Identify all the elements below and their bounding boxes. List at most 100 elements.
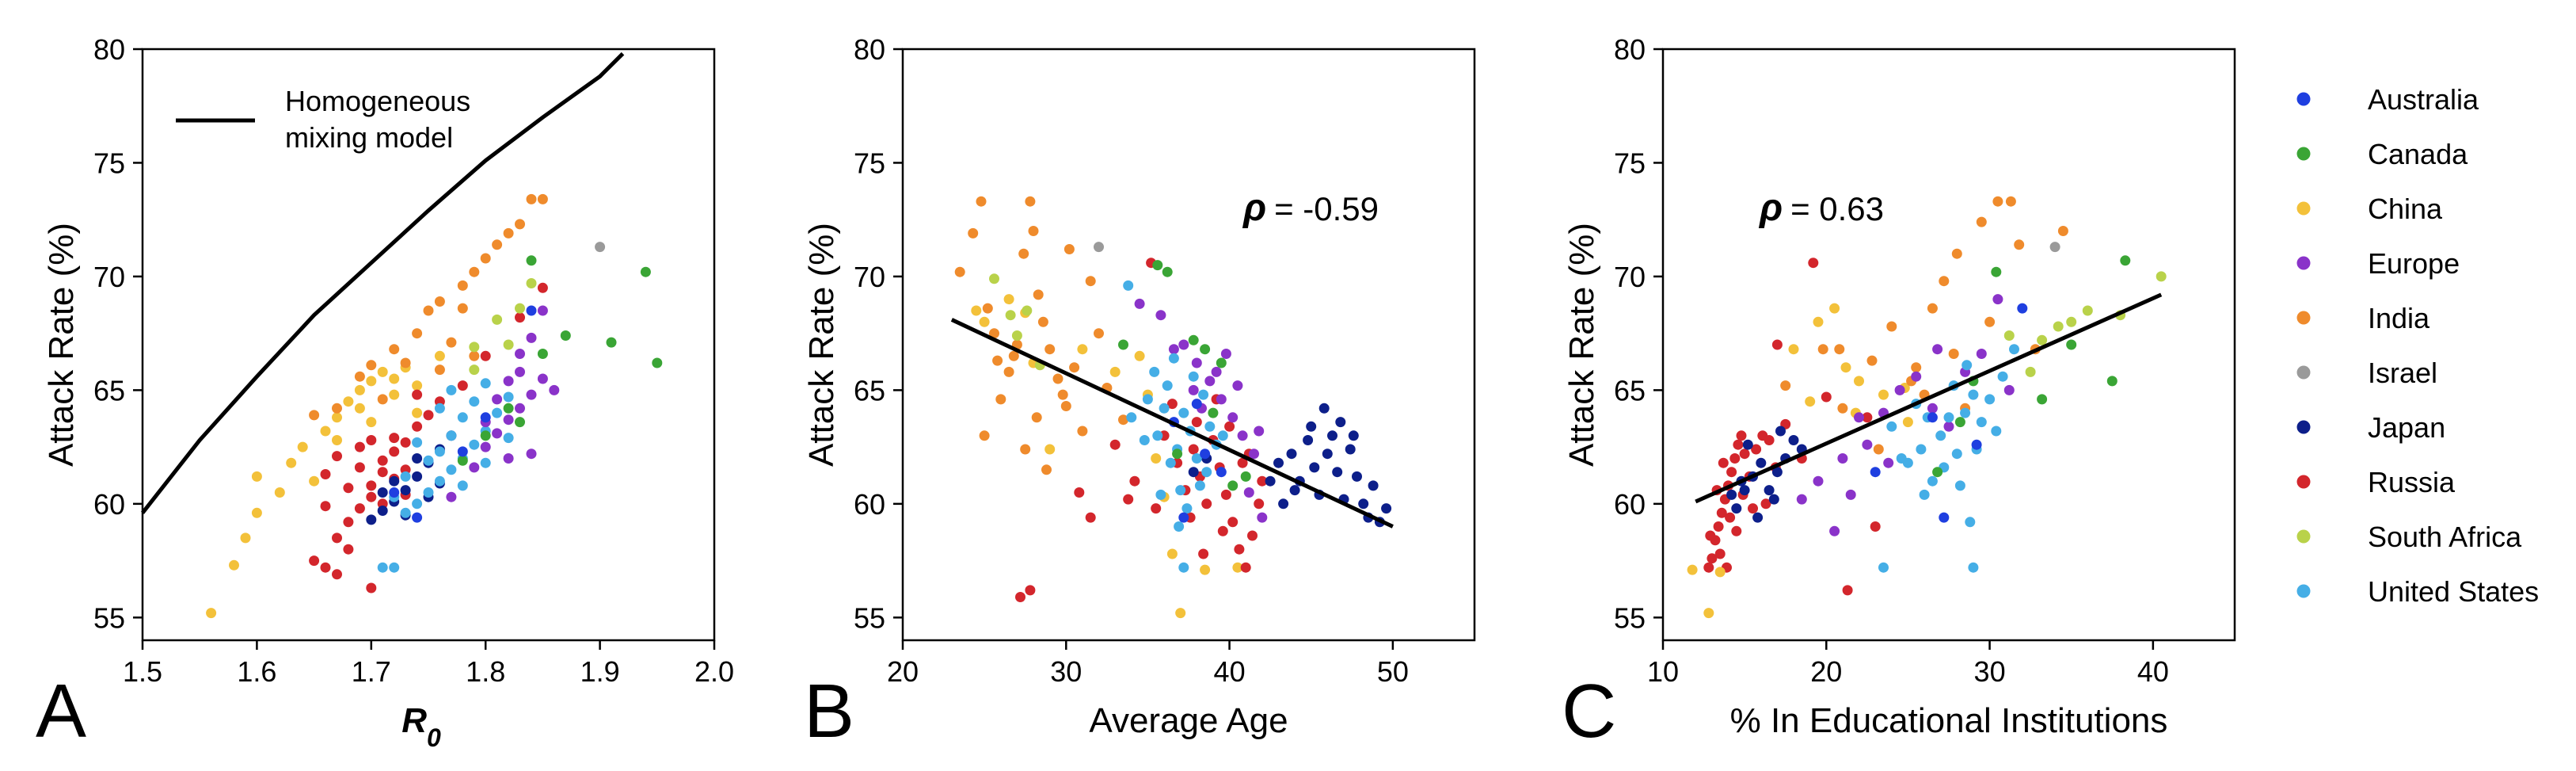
point-russia xyxy=(343,517,354,528)
point-china xyxy=(412,380,423,391)
point-russia xyxy=(1736,430,1747,441)
point-china xyxy=(251,471,262,482)
point-japan xyxy=(1348,430,1359,441)
point-united-states xyxy=(1139,435,1150,445)
point-china xyxy=(286,457,297,468)
point-china xyxy=(366,417,377,428)
point-south-africa xyxy=(2037,334,2048,345)
point-japan xyxy=(1309,462,1320,473)
point-united-states xyxy=(1198,389,1209,400)
point-india xyxy=(1992,196,2003,207)
point-china xyxy=(1175,608,1186,619)
point-india xyxy=(1020,444,1031,455)
point-japan xyxy=(1352,471,1362,482)
point-china xyxy=(1788,344,1799,355)
point-russia xyxy=(1198,548,1209,559)
legend-marker-israel xyxy=(2296,365,2311,380)
point-india xyxy=(1817,344,1828,355)
point-russia xyxy=(1247,530,1258,541)
legend-marker-china xyxy=(2296,201,2311,216)
point-china xyxy=(1232,562,1243,573)
point-japan xyxy=(1335,417,1346,428)
point-india xyxy=(469,266,480,277)
point-india xyxy=(1052,373,1064,384)
point-russia xyxy=(537,282,548,293)
point-united-states xyxy=(1896,453,1907,464)
point-india xyxy=(1911,362,1922,373)
point-india xyxy=(1033,289,1044,300)
panel-b-rho: ρ = -0.59 xyxy=(1242,187,1379,229)
point-russia xyxy=(1166,399,1178,410)
point-russia xyxy=(320,562,331,573)
point-russia xyxy=(1764,435,1775,445)
point-india xyxy=(492,239,503,250)
point-japan xyxy=(412,471,423,482)
point-china xyxy=(1687,564,1698,575)
point-europe xyxy=(1845,489,1856,500)
point-india xyxy=(469,350,480,361)
point-europe xyxy=(1178,339,1189,350)
point-russia xyxy=(1220,489,1231,500)
point-south-africa xyxy=(469,342,480,353)
y-tick-label: 65 xyxy=(1614,374,1646,406)
legend-marker-united-states xyxy=(2296,584,2311,598)
point-south-africa xyxy=(2082,305,2093,316)
point-australia xyxy=(1178,512,1189,523)
point-russia xyxy=(1109,439,1121,450)
point-russia xyxy=(354,503,365,514)
y-tick-label: 70 xyxy=(1614,261,1646,293)
point-united-states xyxy=(1188,371,1199,382)
point-russia xyxy=(515,312,525,323)
point-russia xyxy=(1760,498,1771,510)
point-russia xyxy=(320,469,331,479)
point-china xyxy=(1166,548,1178,559)
point-south-africa xyxy=(1005,310,1016,321)
point-europe xyxy=(1211,366,1222,377)
y-tick-label: 60 xyxy=(854,488,885,521)
point-russia xyxy=(400,437,411,448)
point-europe xyxy=(537,373,548,384)
point-united-states xyxy=(1168,353,1179,364)
point-india xyxy=(1948,349,1959,359)
point-japan xyxy=(1756,457,1767,468)
point-india xyxy=(982,303,993,314)
point-india xyxy=(976,196,987,207)
point-united-states xyxy=(1162,380,1173,391)
point-china xyxy=(343,396,354,407)
point-china xyxy=(366,376,377,387)
point-india xyxy=(1041,464,1052,475)
point-australia xyxy=(1191,399,1202,410)
point-japan xyxy=(1286,448,1297,460)
point-canada xyxy=(457,455,468,466)
point-china xyxy=(1813,316,1824,327)
point-russia xyxy=(1151,503,1162,514)
point-russia xyxy=(1748,503,1758,514)
point-united-states xyxy=(434,446,445,457)
point-russia xyxy=(320,501,331,512)
point-china xyxy=(206,608,217,619)
legend-marker-canada xyxy=(2296,147,2311,161)
point-russia xyxy=(1705,530,1716,541)
point-europe xyxy=(1813,475,1824,487)
point-india xyxy=(366,360,377,371)
point-europe xyxy=(1220,349,1231,359)
point-united-states xyxy=(469,439,480,450)
point-united-states xyxy=(1916,444,1927,455)
point-india xyxy=(992,355,1003,366)
point-india xyxy=(377,394,388,405)
point-united-states xyxy=(480,378,491,389)
x-tick-label: 2.0 xyxy=(694,655,734,688)
point-united-states xyxy=(480,457,491,468)
point-israel xyxy=(595,242,606,253)
point-europe xyxy=(1168,344,1179,355)
panel-c-letter: C xyxy=(1562,669,1616,754)
point-israel xyxy=(1094,242,1104,253)
point-australia xyxy=(389,487,400,498)
point-india xyxy=(1064,244,1075,254)
panel-c-xlabel: % In Educational Institutions xyxy=(1730,701,2168,740)
point-china xyxy=(354,384,365,395)
point-australia xyxy=(1216,467,1227,478)
point-united-states xyxy=(1175,485,1186,496)
point-canada xyxy=(1954,417,1965,428)
point-canada xyxy=(606,337,617,348)
